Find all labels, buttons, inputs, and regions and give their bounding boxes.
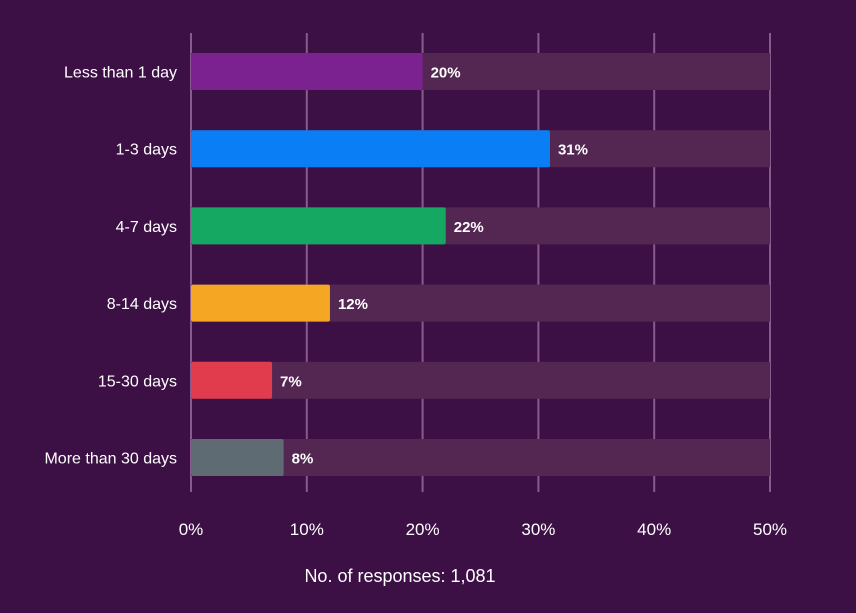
bar (191, 207, 446, 245)
x-tick-label: 30% (521, 520, 555, 539)
bar-track (191, 361, 770, 399)
x-tick-label: 10% (290, 520, 324, 539)
bar (191, 361, 273, 399)
category-label: Less than 1 day (64, 65, 177, 82)
bar (191, 53, 423, 90)
bar (191, 439, 284, 476)
value-label: 22% (454, 219, 484, 236)
category-labels: Less than 1 day 1-3 days 4-7 days 8-14 days… (44, 65, 177, 468)
x-tick-label: 20% (406, 520, 440, 539)
grid-layer (190, 33, 771, 492)
category-label: 1-3 days (116, 142, 177, 159)
category-label: 15-30 days (98, 373, 177, 390)
value-label: 12% (338, 296, 368, 313)
x-axis-tick-labels: 0% 10% 20% 30% 40% 50% (179, 520, 787, 539)
track-layer (191, 53, 770, 476)
bar (191, 284, 330, 322)
category-label: 4-7 days (116, 219, 177, 236)
value-labels: 20% 31% 22% 12% 7% 8% (280, 65, 588, 468)
bar-layer (191, 53, 550, 476)
value-label: 20% (431, 65, 461, 82)
value-label: 8% (292, 451, 314, 468)
x-tick-label: 0% (179, 520, 204, 539)
bar (191, 130, 550, 168)
category-label: 8-14 days (107, 296, 177, 313)
category-label: More than 30 days (44, 451, 177, 468)
value-label: 7% (280, 373, 302, 390)
value-label: 31% (558, 142, 588, 159)
bar-track (191, 439, 770, 476)
x-tick-label: 50% (753, 520, 787, 539)
x-tick-label: 40% (637, 520, 671, 539)
responses-caption: No. of responses: 1,081 (304, 566, 495, 586)
